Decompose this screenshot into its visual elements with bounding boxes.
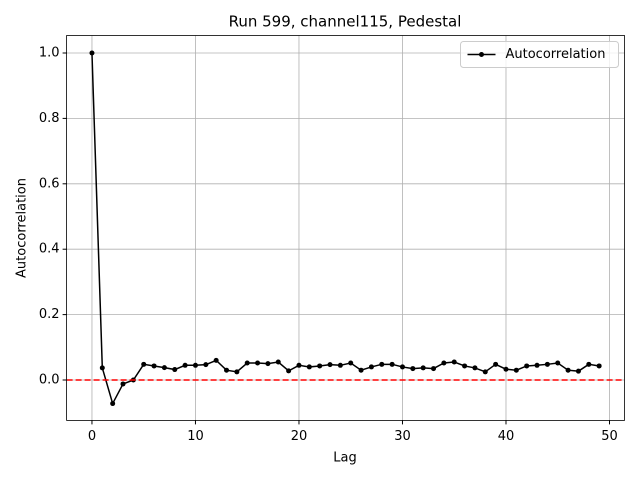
data-point [358,367,364,373]
data-point [534,362,540,368]
data-point [244,360,250,366]
y-tick-label: 0.2 [39,307,60,322]
data-point [565,367,571,373]
data-point [161,365,167,371]
data-point [306,364,312,370]
data-point [337,362,343,368]
data-point [462,363,468,369]
data-point [296,362,302,368]
data-point [317,363,323,369]
data-point [451,359,457,365]
data-point [575,368,581,374]
x-tick-label: 30 [394,429,411,444]
y-tick-label: 1.0 [39,45,60,60]
data-point [213,357,219,363]
data-point [482,369,488,375]
data-point [493,361,499,367]
data-point [89,50,95,56]
data-point [420,365,426,371]
data-point [224,367,230,373]
x-tick-label: 40 [498,429,515,444]
data-point [513,367,519,373]
data-point [265,361,271,367]
data-point [141,361,147,367]
data-point [234,369,240,375]
data-point [524,363,530,369]
data-point [255,360,261,366]
data-point [203,362,209,368]
data-point [368,364,374,370]
data-point [182,362,188,368]
x-tick-label: 20 [291,429,308,444]
data-point [410,366,416,372]
legend-marker [479,52,484,57]
data-point [472,365,478,371]
data-point [379,361,385,367]
data-point [441,360,447,366]
data-point [275,359,281,365]
data-point [431,366,437,372]
y-tick-label: 0.0 [39,373,60,388]
y-tick-label: 0.8 [39,111,60,126]
data-point [99,365,105,371]
x-tick-label: 10 [187,429,204,444]
data-point [503,366,509,372]
data-point [544,361,550,367]
data-point [348,360,354,366]
y-tick-label: 0.4 [39,242,60,257]
data-point [327,362,333,368]
x-tick-label: 0 [88,429,96,444]
y-tick-label: 0.6 [39,176,60,191]
legend-box [460,41,619,68]
data-point [389,361,395,367]
data-point [151,363,157,369]
data-point [172,367,178,373]
data-point [286,368,292,374]
x-axis-label: Lag [333,451,356,466]
data-point [555,360,561,366]
x-tick-label: 50 [601,429,618,444]
chart-title: Run 599, channel115, Pedestal [229,13,462,31]
data-point [399,364,405,370]
data-point [596,363,602,369]
data-point [586,361,592,367]
data-point [120,381,126,387]
axes-frame [66,35,625,421]
data-point [110,401,116,407]
data-point [192,362,198,368]
legend-label: Autocorrelation [506,47,606,62]
y-axis-label: Autocorrelation [15,178,30,278]
